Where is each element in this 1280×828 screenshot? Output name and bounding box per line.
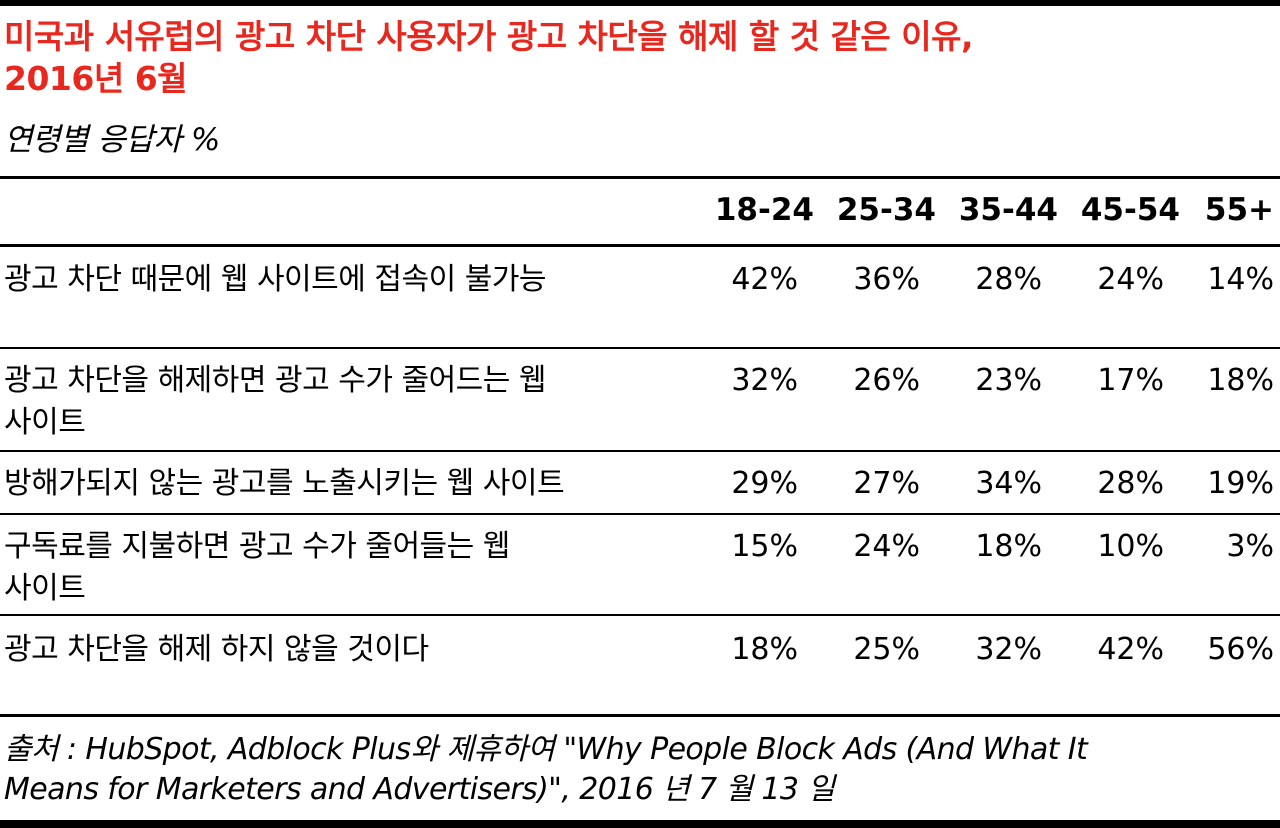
table-cell: 28% <box>1097 466 1164 501</box>
source-line-1: 출처 : HubSpot, Adblock Plus와 제휴하여 "Why Pe… <box>4 732 1088 767</box>
table-cell: 24% <box>853 529 920 564</box>
row-divider <box>0 450 1280 452</box>
table-cell: 19% <box>1207 466 1274 501</box>
row-label-line: 사이트 <box>4 571 86 606</box>
table-cell: 32% <box>975 632 1042 667</box>
table-cell: 25% <box>853 632 920 667</box>
table-cell: 32% <box>731 363 798 398</box>
row-label-fewer-ads: 광고 차단을 해제하면 광고 수가 줄어드는 웹 사이트 <box>4 360 694 444</box>
row-divider <box>0 347 1280 349</box>
table-cell: 24% <box>1097 262 1164 297</box>
header-bottom-rule <box>0 244 1280 247</box>
header-top-rule <box>0 176 1280 179</box>
column-header-55-plus: 55+ <box>1204 192 1274 228</box>
table-cell: 42% <box>1097 632 1164 667</box>
row-label-line: 구독료를 지불하면 광고 수가 줄어들는 웹 <box>4 529 510 564</box>
row-label-line: 사이트 <box>4 405 86 440</box>
table-cell: 18% <box>975 529 1042 564</box>
table-cell: 34% <box>975 466 1042 501</box>
source-note: 출처 : HubSpot, Adblock Plus와 제휴하여 "Why Pe… <box>4 730 1280 810</box>
column-header-18-24: 18-24 <box>714 192 814 228</box>
table-cell: 29% <box>731 466 798 501</box>
row-label-line: 광고 차단 때문에 웹 사이트에 접속이 불가능 <box>4 262 547 297</box>
table-cell: 26% <box>853 363 920 398</box>
table-cell: 14% <box>1207 262 1274 297</box>
chart-title: 미국과 서유럽의 광고 차단 사용자가 광고 차단을 해제 할 것 같은 이유,… <box>4 16 1274 100</box>
row-label-subscription: 구독료를 지불하면 광고 수가 줄어들는 웹 사이트 <box>4 526 694 610</box>
chart-subtitle: 연령별 응답자 % <box>4 122 220 158</box>
row-divider <box>0 513 1280 515</box>
column-header-45-54: 45-54 <box>1080 192 1180 228</box>
table-cell: 56% <box>1207 632 1274 667</box>
table-cell: 18% <box>1207 363 1274 398</box>
row-label-line: 광고 차단을 해제하면 광고 수가 줄어드는 웹 <box>4 363 547 398</box>
table-bottom-rule <box>0 714 1280 717</box>
table-cell: 28% <box>975 262 1042 297</box>
row-label-site-blocked: 광고 차단 때문에 웹 사이트에 접속이 불가능 <box>4 259 694 301</box>
row-label-non-intrusive-ads: 방해가되지 않는 광고를 노출시키는 웹 사이트 <box>4 463 694 505</box>
table-cell: 18% <box>731 632 798 667</box>
table-cell: 23% <box>975 363 1042 398</box>
title-line-2: 2016년 6월 <box>4 59 188 98</box>
row-label-line: 광고 차단을 해제 하지 않을 것이다 <box>4 632 429 667</box>
table-cell: 36% <box>853 262 920 297</box>
table-cell: 3% <box>1226 529 1274 564</box>
table-cell: 10% <box>1097 529 1164 564</box>
table-cell: 42% <box>731 262 798 297</box>
bottom-rule <box>0 820 1280 828</box>
source-line-2: Means for Marketers and Advertisers)", 2… <box>4 772 835 807</box>
top-rule <box>0 0 1280 6</box>
row-label-line: 방해가되지 않는 광고를 노출시키는 웹 사이트 <box>4 466 565 501</box>
table-cell: 27% <box>853 466 920 501</box>
row-label-will-not-disable: 광고 차단을 해제 하지 않을 것이다 <box>4 629 694 671</box>
table-cell: 17% <box>1097 363 1164 398</box>
title-line-1: 미국과 서유럽의 광고 차단 사용자가 광고 차단을 해제 할 것 같은 이유, <box>4 17 974 56</box>
table-cell: 15% <box>731 529 798 564</box>
column-header-35-44: 35-44 <box>958 192 1058 228</box>
row-divider <box>0 614 1280 616</box>
column-header-25-34: 25-34 <box>836 192 936 228</box>
